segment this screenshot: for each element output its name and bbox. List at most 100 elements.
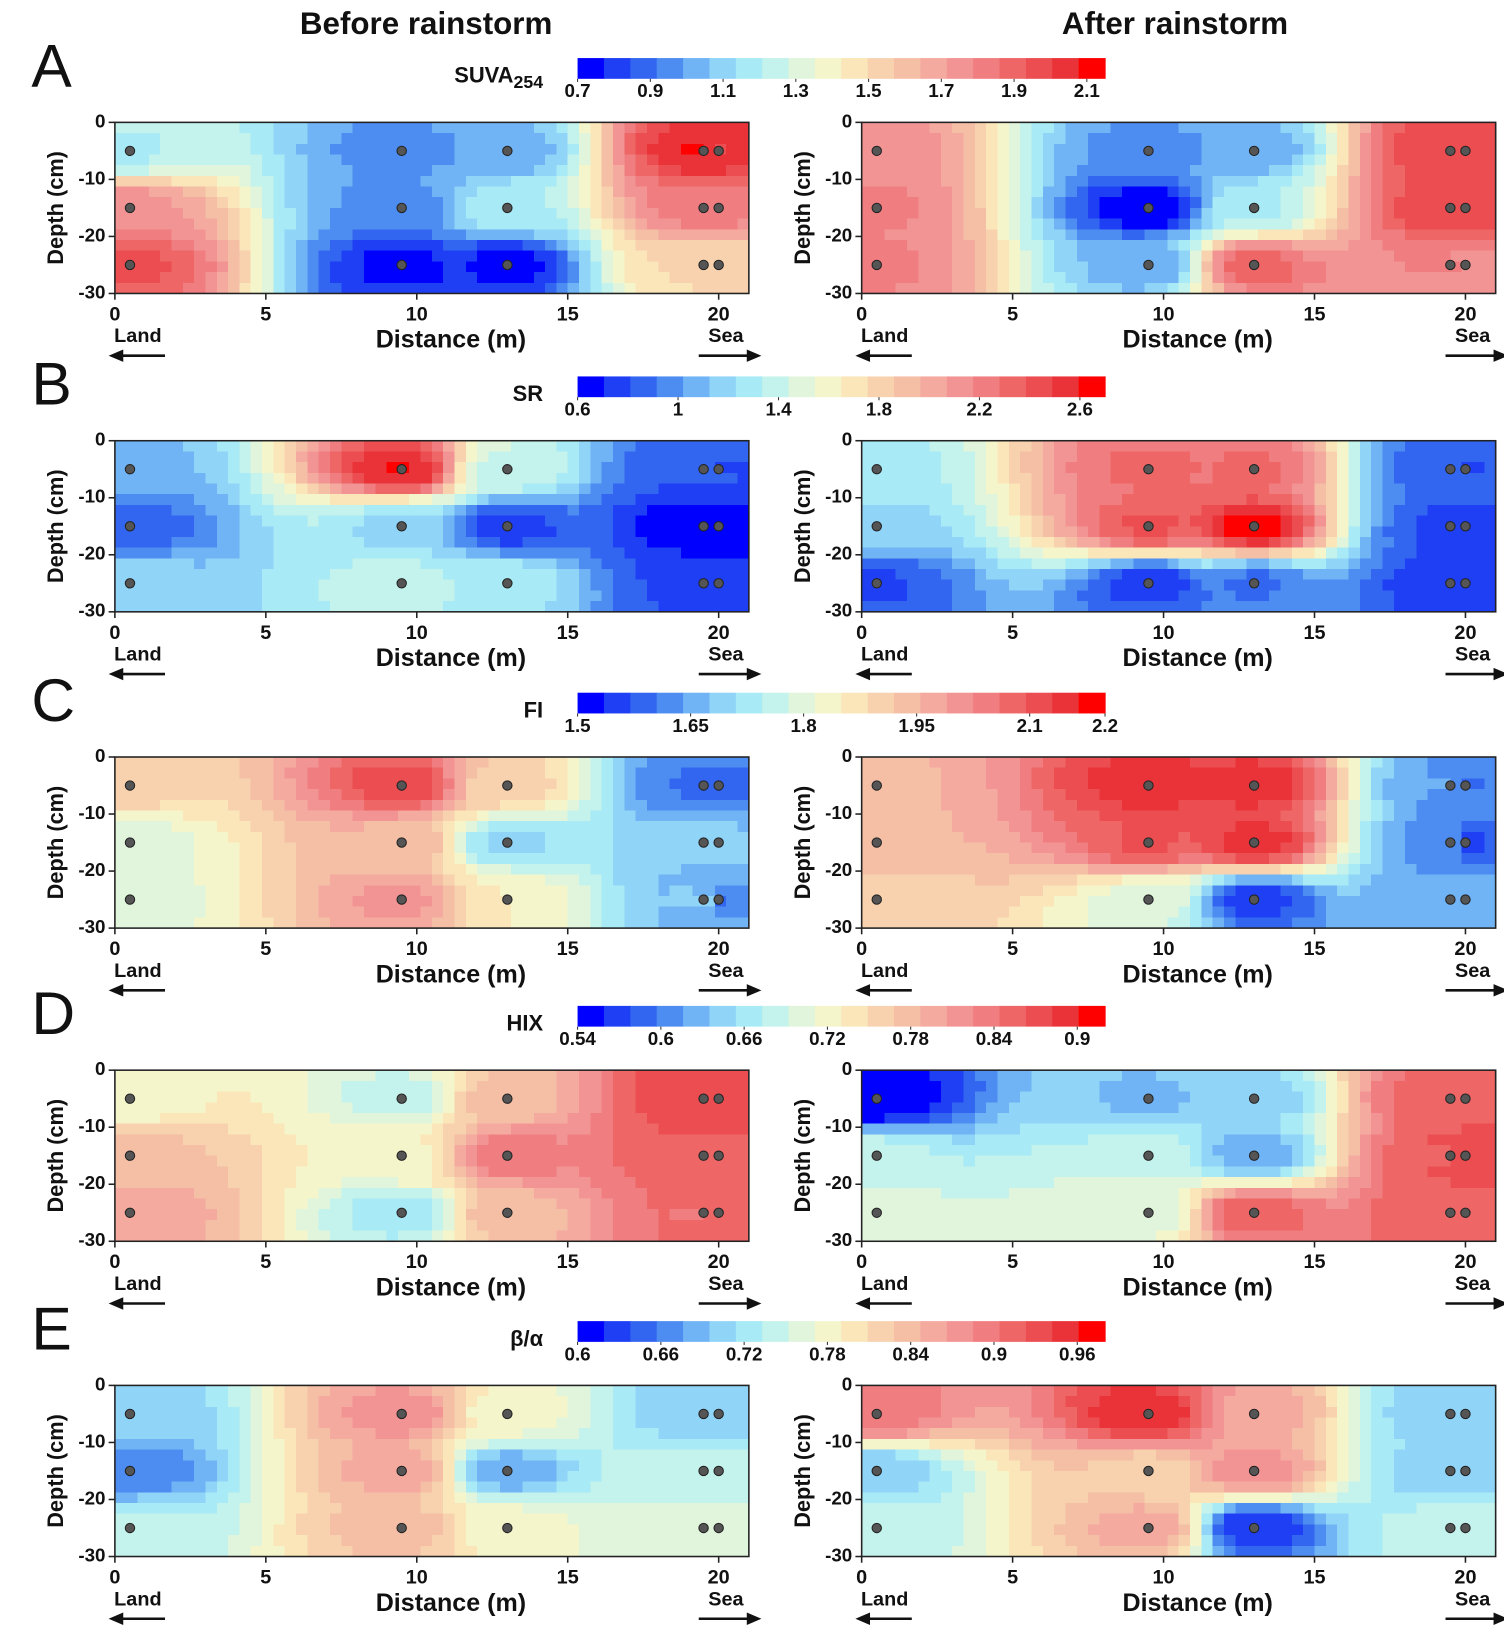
contour-cell [669, 272, 682, 284]
contour-cell [273, 186, 286, 198]
contour-cell [1280, 558, 1293, 570]
contour-cell [635, 601, 648, 613]
contour-cell [194, 504, 207, 517]
contour-cell [1416, 207, 1429, 220]
contour-cell [533, 810, 546, 822]
contour-cell [952, 504, 965, 517]
contour-cell [545, 853, 558, 865]
contour-cell [1167, 579, 1180, 592]
contour-cell [250, 122, 263, 134]
contour-cell [375, 558, 388, 570]
contour-cell [250, 547, 263, 559]
contour-cell [918, 494, 931, 506]
contour-cell [703, 239, 716, 252]
contour-cell [1235, 143, 1248, 156]
contour-cell [1484, 229, 1497, 241]
contour-cell [375, 186, 388, 198]
contour-cell [703, 853, 716, 865]
contour-cell [1291, 504, 1304, 517]
contour-cell [714, 472, 727, 485]
contour-cell [171, 536, 184, 549]
contour-cell [397, 483, 410, 495]
contour-cell [262, 896, 275, 908]
y-tick-label: -30 [78, 281, 105, 302]
contour-cell [284, 896, 297, 908]
contour-cell [669, 917, 682, 929]
x-tick-label: 5 [1007, 304, 1018, 326]
contour-cell [714, 536, 727, 549]
contour-cell [1133, 175, 1146, 188]
contour-cell [205, 207, 218, 220]
contour-cell [1042, 239, 1055, 252]
contour-cell [1439, 133, 1451, 145]
contour-cell [160, 229, 173, 241]
contour-cell [262, 558, 275, 570]
contour-cell [1212, 462, 1225, 474]
contour-cell [1189, 558, 1202, 570]
contour-cell [182, 842, 195, 854]
contour-cell [952, 272, 965, 284]
contour-cell [296, 472, 308, 485]
contour-cell [533, 579, 546, 592]
contour-cell [703, 122, 716, 134]
contour-cell [974, 272, 987, 284]
contour-cell [714, 504, 727, 517]
contour-cell [363, 579, 376, 592]
contour-cell [397, 472, 410, 485]
contour-cell [352, 218, 365, 230]
contour-cell [533, 767, 546, 780]
contour-cell [171, 810, 184, 822]
contour-cell [1371, 472, 1384, 485]
contour-cell [906, 229, 919, 241]
contour-cell [997, 590, 1010, 602]
contour-cell [1371, 250, 1384, 263]
contour-cell [635, 547, 648, 559]
contour-cell [171, 272, 184, 284]
contour-cell [114, 874, 127, 886]
contour-cell [635, 906, 648, 919]
contour-cell [1393, 569, 1406, 581]
contour-cell [1201, 261, 1214, 273]
contour-cell [1008, 451, 1021, 463]
contour-cell [1257, 229, 1270, 241]
contour-cell [1303, 250, 1316, 263]
contour-cell [1042, 272, 1055, 284]
contour-cell [307, 601, 320, 613]
x-tick-label: 15 [1303, 622, 1325, 644]
contour-cell [1337, 526, 1350, 538]
contour-cell [511, 863, 524, 876]
sample-point [502, 837, 513, 848]
contour-cell [1371, 483, 1384, 495]
contour-cell [307, 767, 320, 780]
contour-cell [126, 917, 139, 929]
contour-cell [986, 197, 999, 209]
contour-cell [1416, 462, 1429, 474]
contour-cell [409, 186, 422, 198]
contour-cell [511, 515, 524, 527]
contour-cell [1405, 504, 1418, 517]
contour-cell [148, 601, 161, 613]
contour-cell [1088, 558, 1101, 570]
contour-cell [1235, 504, 1248, 517]
contour-cell [375, 590, 388, 602]
contour-cell [1223, 569, 1236, 581]
contour-cell [658, 778, 671, 790]
contour-cell [737, 874, 750, 886]
contour-cell [1065, 207, 1078, 220]
contour-cell [431, 906, 444, 919]
contour-cell [273, 821, 286, 833]
contour-cell [205, 757, 218, 769]
contour-cell [952, 282, 965, 295]
contour-cell [522, 885, 535, 897]
contour-cell [284, 472, 297, 485]
contour-cell [861, 229, 874, 241]
contour-cell [658, 282, 671, 295]
contour-cell [726, 757, 739, 769]
contour-cell [1122, 197, 1134, 209]
contour-cell [228, 218, 241, 230]
contour-cell [1439, 154, 1451, 166]
contour-cell [420, 896, 433, 908]
contour-cell [635, 526, 648, 538]
contour-cell [1144, 526, 1157, 538]
contour-cell [669, 239, 682, 252]
